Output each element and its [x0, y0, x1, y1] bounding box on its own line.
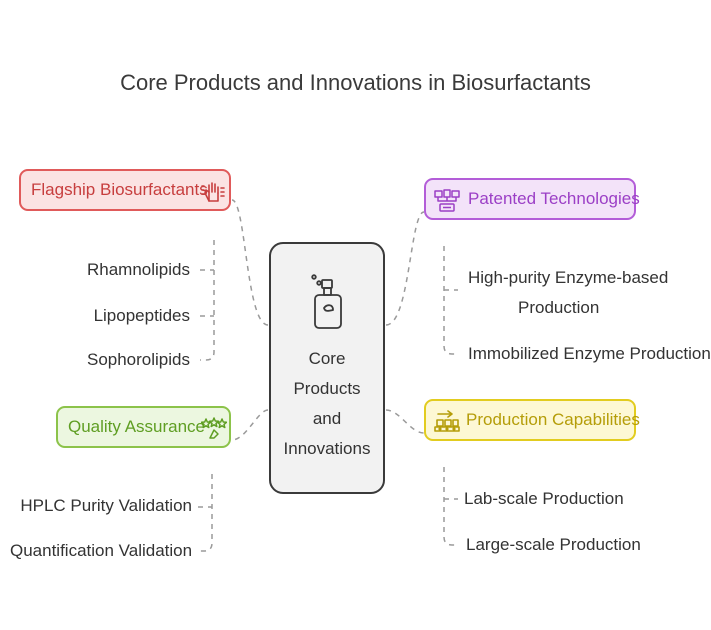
list-item: Lipopeptides	[93, 306, 190, 325]
center-line: and	[312, 409, 342, 428]
stars-icon	[201, 417, 227, 439]
center-line: Products	[293, 379, 361, 398]
list-item: Lab-scale Production	[464, 489, 624, 508]
link-patented	[385, 211, 425, 326]
link-quality-items	[198, 474, 213, 552]
patented-technologies-node: Patented Technologies	[424, 178, 640, 220]
diagram-title: Core Products and Innovations in Biosurf…	[120, 70, 591, 95]
list-item: Sophorolipids	[86, 350, 190, 369]
list-item-continued: Production	[518, 298, 600, 317]
center-label: Core Products and Innovations	[271, 344, 383, 464]
spray-bottle-icon	[311, 274, 342, 329]
hand-icon	[201, 182, 225, 202]
link-patented-items	[443, 246, 458, 355]
conveyor-icon	[434, 410, 460, 432]
list-item: Quantification Validation	[10, 541, 193, 560]
center-line: Core	[308, 349, 346, 368]
list-item: Rhamnolipids	[87, 260, 190, 279]
link-flagship	[231, 199, 269, 326]
flagship-biosurfactants-node: Flagship Biosurfactants	[19, 169, 231, 211]
center-line: Innovations	[283, 439, 371, 458]
flagship-label: Flagship Biosurfactants	[31, 180, 208, 199]
list-item: High-purity Enzyme-based	[468, 268, 669, 287]
list-item: HPLC Purity Validation	[20, 496, 192, 515]
list-item: Large-scale Production	[466, 535, 641, 554]
list-item: Immobilized Enzyme Production	[468, 344, 711, 363]
patented-label: Patented Technologies	[468, 189, 640, 208]
quality-label: Quality Assurance	[68, 417, 206, 436]
link-production	[385, 409, 425, 434]
link-flagship-items	[200, 240, 215, 361]
production-label: Production Capabilities	[466, 410, 640, 429]
network-icon	[434, 189, 460, 212]
production-capabilities-node: Production Capabilities	[424, 399, 640, 441]
link-quality	[231, 409, 269, 441]
link-production-items	[443, 467, 458, 546]
center-node: Core Products and Innovations	[269, 242, 385, 494]
quality-assurance-node: Quality Assurance	[56, 406, 231, 448]
